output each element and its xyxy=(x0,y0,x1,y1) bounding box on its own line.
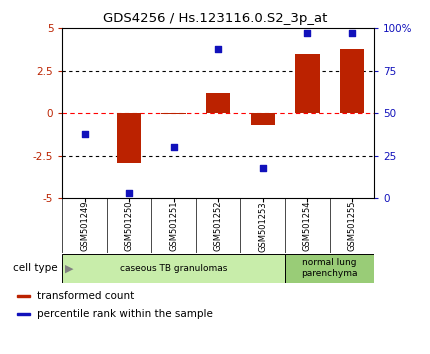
Text: GDS4256 / Hs.123116.0.S2_3p_at: GDS4256 / Hs.123116.0.S2_3p_at xyxy=(103,12,327,25)
Point xyxy=(259,165,266,171)
Text: GSM501251: GSM501251 xyxy=(169,201,178,251)
Text: GSM501253: GSM501253 xyxy=(258,201,267,252)
Point xyxy=(348,30,355,36)
Bar xyxy=(206,93,230,113)
Text: transformed count: transformed count xyxy=(37,291,134,301)
Bar xyxy=(295,54,319,113)
Text: GSM501249: GSM501249 xyxy=(80,201,89,251)
Text: normal lung
parenchyma: normal lung parenchyma xyxy=(301,258,358,278)
Point xyxy=(126,190,132,196)
Bar xyxy=(62,254,285,282)
Bar xyxy=(340,49,364,113)
Bar xyxy=(17,313,31,315)
Point xyxy=(81,131,88,137)
Text: GSM501255: GSM501255 xyxy=(347,201,356,251)
Bar xyxy=(117,113,141,162)
Point xyxy=(304,30,311,36)
Text: percentile rank within the sample: percentile rank within the sample xyxy=(37,309,212,319)
Point xyxy=(215,46,222,52)
Text: GSM501250: GSM501250 xyxy=(125,201,134,251)
Bar xyxy=(161,113,186,114)
Text: ▶: ▶ xyxy=(64,263,73,273)
Text: GSM501252: GSM501252 xyxy=(214,201,223,251)
Bar xyxy=(17,295,31,297)
Text: caseous TB granulomas: caseous TB granulomas xyxy=(120,264,227,273)
Text: cell type: cell type xyxy=(13,263,58,273)
Bar xyxy=(285,254,374,282)
Point xyxy=(170,144,177,150)
Text: GSM501254: GSM501254 xyxy=(303,201,312,251)
Bar xyxy=(251,113,275,125)
